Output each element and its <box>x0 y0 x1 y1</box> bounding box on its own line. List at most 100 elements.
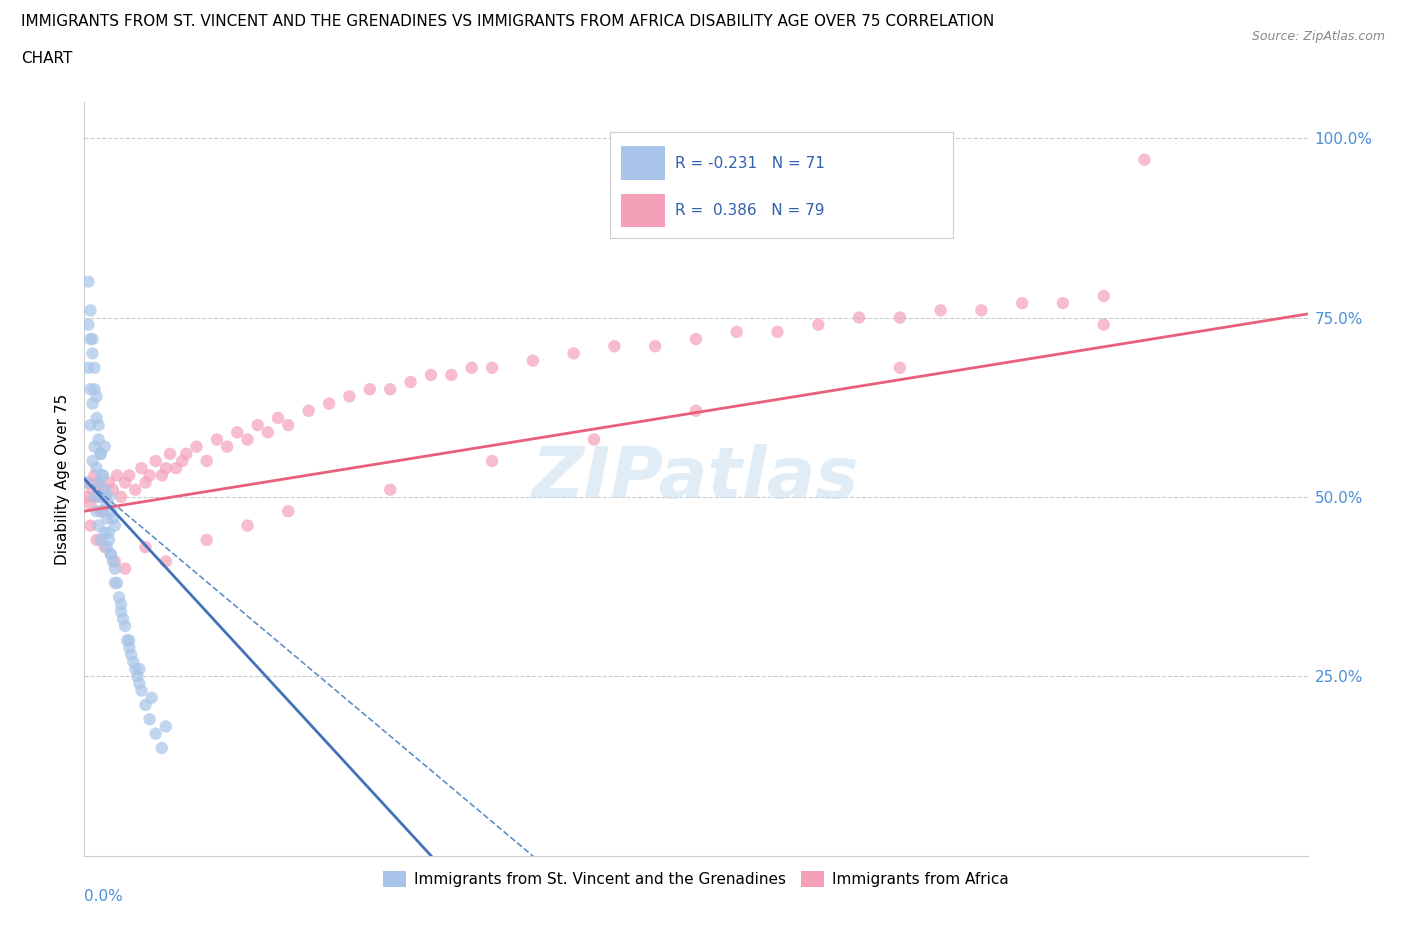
Point <box>380 382 402 397</box>
Point <box>118 468 141 483</box>
Point <box>87 432 110 447</box>
Point <box>318 396 340 411</box>
Point <box>110 604 132 619</box>
Point <box>86 410 108 425</box>
Point <box>91 468 114 483</box>
Point <box>83 439 105 454</box>
Point <box>75 475 97 490</box>
Point <box>97 533 120 548</box>
Point <box>120 647 142 662</box>
Point <box>138 711 160 726</box>
Point <box>135 475 157 490</box>
Point <box>725 325 748 339</box>
Point <box>97 489 120 504</box>
Point <box>277 504 299 519</box>
Point <box>115 633 138 648</box>
Point <box>165 460 187 475</box>
Point <box>118 640 141 655</box>
Point <box>603 339 626 353</box>
Point <box>685 404 707 418</box>
Point <box>420 367 443 382</box>
Point <box>155 460 177 475</box>
Point <box>100 547 122 562</box>
Point <box>155 554 177 569</box>
Point <box>77 317 100 332</box>
Point <box>114 618 136 633</box>
Point <box>96 511 118 525</box>
Point <box>104 576 127 591</box>
Point <box>195 454 218 469</box>
Point <box>79 418 101 432</box>
Point <box>399 375 422 390</box>
Text: IMMIGRANTS FROM ST. VINCENT AND THE GRENADINES VS IMMIGRANTS FROM AFRICA DISABIL: IMMIGRANTS FROM ST. VINCENT AND THE GREN… <box>21 14 994 29</box>
Point <box>96 539 118 554</box>
Point <box>298 404 321 418</box>
Point <box>1133 153 1156 167</box>
Point <box>150 468 173 483</box>
Point <box>848 310 870 325</box>
Point <box>380 483 402 498</box>
Point <box>86 460 108 475</box>
Point <box>93 483 115 498</box>
Point <box>141 690 163 705</box>
Point <box>87 475 110 490</box>
Point <box>236 518 259 533</box>
Point <box>105 468 128 483</box>
Point <box>91 468 114 483</box>
Point <box>101 511 124 525</box>
Point <box>87 518 110 533</box>
Point <box>82 332 104 347</box>
Point <box>226 425 249 440</box>
Point <box>110 597 132 612</box>
Point <box>86 533 108 548</box>
Point <box>100 504 122 519</box>
Point <box>77 274 100 289</box>
Point <box>75 489 97 504</box>
Point <box>100 547 122 562</box>
Text: Source: ZipAtlas.com: Source: ZipAtlas.com <box>1251 30 1385 43</box>
Point <box>79 518 101 533</box>
Point <box>889 310 911 325</box>
Point <box>644 339 666 353</box>
Point <box>93 439 115 454</box>
Point <box>217 439 239 454</box>
Point <box>685 332 707 347</box>
Point <box>124 661 146 676</box>
Point <box>186 439 208 454</box>
Text: ZIPatlas: ZIPatlas <box>533 445 859 513</box>
Point <box>79 332 101 347</box>
Point <box>440 367 463 382</box>
Point <box>562 346 585 361</box>
Point <box>359 382 381 397</box>
Point <box>82 396 104 411</box>
Point <box>86 389 108 404</box>
Point <box>93 525 115 540</box>
Point <box>112 611 135 626</box>
Point <box>481 360 503 375</box>
Point <box>1092 317 1115 332</box>
Point <box>1011 296 1033 311</box>
Point <box>174 446 197 461</box>
Point <box>583 432 606 447</box>
Point <box>131 460 153 475</box>
Point <box>96 497 118 512</box>
Point <box>122 655 145 670</box>
Legend: Immigrants from St. Vincent and the Grenadines, Immigrants from Africa: Immigrants from St. Vincent and the Gren… <box>377 865 1015 893</box>
Point <box>93 539 115 554</box>
Point <box>83 382 105 397</box>
Point <box>91 504 114 519</box>
Point <box>110 489 132 504</box>
Point <box>766 325 789 339</box>
Point <box>159 446 181 461</box>
Point <box>135 698 157 712</box>
Point <box>124 483 146 498</box>
Point <box>90 446 112 461</box>
Point <box>257 425 280 440</box>
Point <box>87 475 110 490</box>
Point <box>267 410 290 425</box>
Point <box>277 418 299 432</box>
Point <box>522 353 544 368</box>
Point <box>87 418 110 432</box>
Point <box>135 539 157 554</box>
Point <box>83 468 105 483</box>
